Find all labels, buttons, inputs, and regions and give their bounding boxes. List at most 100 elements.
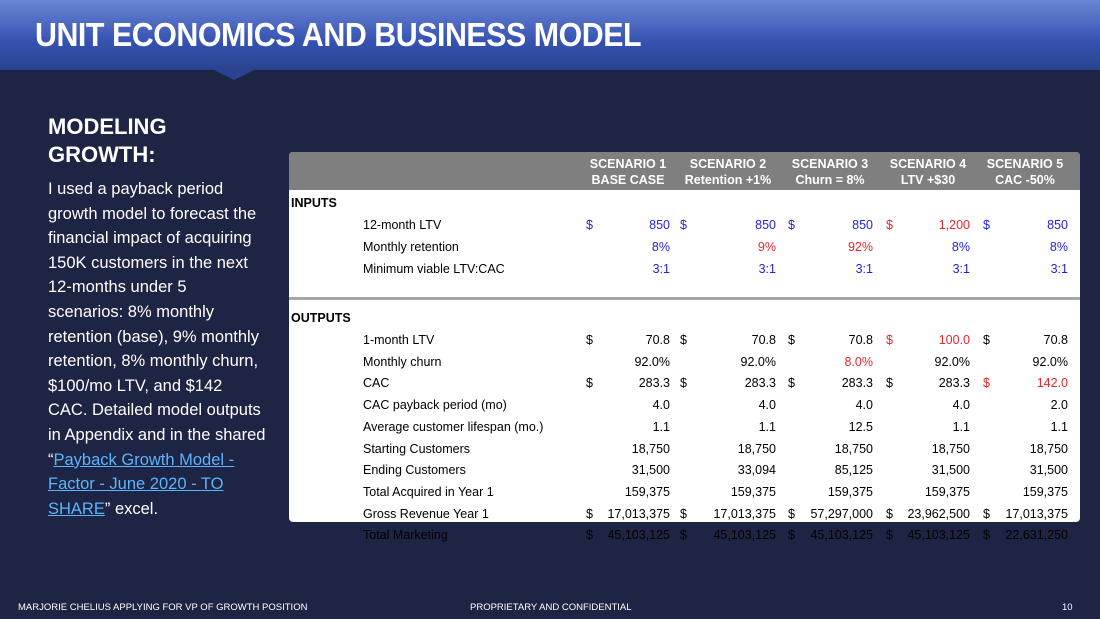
row-label: Ending Customers xyxy=(363,463,466,478)
row-label: Monthly retention xyxy=(363,240,459,254)
cell-value: 45,103,125 xyxy=(810,528,873,543)
cell-value: 70.8 xyxy=(1043,333,1068,347)
column-title: SCENARIO 4 xyxy=(889,157,967,171)
cell-value: 17,013,375 xyxy=(1005,506,1068,521)
sidebar-heading: MODELING GROWTH: xyxy=(48,114,167,167)
cell-value: 45,103,125 xyxy=(607,528,670,543)
currency: $ xyxy=(680,376,687,391)
cell-value: 17,013,375 xyxy=(713,506,776,521)
currency: $ xyxy=(788,218,795,232)
cell-value: 18,750 xyxy=(931,441,970,456)
column-subtitle: Retention +1% xyxy=(684,173,772,187)
cell-value: 3:1 xyxy=(652,262,670,276)
cell-value: 31,500 xyxy=(1029,463,1068,478)
cell-value: 57,297,000 xyxy=(810,506,873,521)
cell-value: 1.1 xyxy=(1050,419,1068,434)
currency: $ xyxy=(983,376,990,391)
cell-value: 92.0% xyxy=(934,354,970,369)
cell-value: 33,094 xyxy=(737,463,776,478)
cell-value: 1.1 xyxy=(652,419,670,434)
model-link[interactable]: Payback Growth Model - Factor - June 202… xyxy=(48,450,235,518)
currency: $ xyxy=(788,528,795,543)
cell-value: 4.0 xyxy=(652,398,670,413)
currency: $ xyxy=(983,528,990,543)
currency: $ xyxy=(886,376,893,391)
cell-value: 850 xyxy=(852,218,873,232)
row-label: Monthly churn xyxy=(363,354,442,369)
cell-value: 8.0% xyxy=(844,354,874,369)
cell-value: 850 xyxy=(755,218,776,232)
footer-left: MARJORIE CHELIUS APPLYING FOR VP OF GROW… xyxy=(18,602,308,613)
column-title: SCENARIO 1 xyxy=(589,157,667,171)
row-label: Minimum viable LTV:CAC xyxy=(363,262,505,276)
cell-value: 18,750 xyxy=(737,441,776,456)
cell-value: 100.0 xyxy=(938,333,970,347)
cell-value: 159,375 xyxy=(924,484,970,499)
row-label: CAC xyxy=(363,376,390,391)
cell-value: 3:1 xyxy=(758,262,776,276)
cell-value: 70.8 xyxy=(751,333,776,347)
row-label: Average customer lifespan (mo.) xyxy=(363,419,544,434)
header-band xyxy=(0,0,1100,70)
scenario-table: SCENARIO 1 BASE CASE SCENARIO 2 Retention +… xyxy=(289,152,1080,542)
cell-value: 31,500 xyxy=(931,463,970,478)
section-label: INPUTS xyxy=(291,196,337,210)
body-end: ” excel. xyxy=(104,499,159,518)
cell-value: 8% xyxy=(651,240,670,254)
row-label: Total Marketing xyxy=(363,528,448,543)
section-label: OUTPUTS xyxy=(291,311,351,325)
column-title: SCENARIO 5 xyxy=(986,157,1064,171)
column-subtitle: Churn = 8% xyxy=(795,173,865,187)
cell-value: 17,013,375 xyxy=(607,506,670,521)
currency: $ xyxy=(886,333,893,347)
cell-value: 8% xyxy=(1049,240,1068,254)
cell-value: 1.1 xyxy=(952,419,970,434)
cell-value: 45,103,125 xyxy=(907,528,970,543)
cell-value: 283.3 xyxy=(744,376,776,391)
header-row xyxy=(289,152,1080,190)
currency: $ xyxy=(680,218,687,232)
footer-center: PROPRIETARY AND CONFIDENTIAL xyxy=(470,602,632,613)
cell-value: 283.3 xyxy=(938,376,970,391)
cell-value: 18,750 xyxy=(1029,441,1068,456)
cell-value: 3:1 xyxy=(952,262,970,276)
column-subtitle: BASE CASE xyxy=(591,173,665,187)
row-label: 1-month LTV xyxy=(363,333,435,347)
cell-value: 4.0 xyxy=(758,398,776,413)
cell-value: 1,200 xyxy=(938,218,970,232)
cell-value: 283.3 xyxy=(841,376,873,391)
currency: $ xyxy=(886,528,893,543)
row-label: Starting Customers xyxy=(363,441,470,456)
cell-value: 142.0 xyxy=(1036,376,1068,391)
row-label: Gross Revenue Year 1 xyxy=(363,506,489,521)
cell-value: 159,375 xyxy=(730,484,776,499)
cell-value: 12.5 xyxy=(848,419,873,434)
cell-value: 31,500 xyxy=(631,463,670,478)
currency: $ xyxy=(788,506,795,521)
cell-value: 92% xyxy=(847,240,873,254)
page-number: 10 xyxy=(1062,602,1073,613)
column-title: SCENARIO 2 xyxy=(689,157,767,171)
currency: $ xyxy=(586,528,593,543)
cell-value: 23,962,500 xyxy=(907,506,970,521)
cell-value: 3:1 xyxy=(855,262,873,276)
cell-value: 70.8 xyxy=(645,333,670,347)
cell-value: 4.0 xyxy=(952,398,970,413)
cell-value: 283.3 xyxy=(638,376,670,391)
row-label: 12-month LTV xyxy=(363,218,442,232)
currency: $ xyxy=(983,218,990,232)
column-title: SCENARIO 3 xyxy=(791,157,869,171)
currency: $ xyxy=(983,333,990,347)
cell-value: 159,375 xyxy=(624,484,670,499)
row-label: CAC payback period (mo) xyxy=(363,398,507,413)
cell-value: 1.1 xyxy=(758,419,776,434)
currency: $ xyxy=(886,218,893,232)
currency: $ xyxy=(586,506,593,521)
cell-value: 22,631,250 xyxy=(1005,528,1068,543)
sidebar-body: I used a payback period growth model to … xyxy=(48,177,266,521)
cell-value: 159,375 xyxy=(1022,484,1068,499)
cell-value: 18,750 xyxy=(834,441,873,456)
currency: $ xyxy=(586,333,593,347)
cell-value: 70.8 xyxy=(848,333,873,347)
